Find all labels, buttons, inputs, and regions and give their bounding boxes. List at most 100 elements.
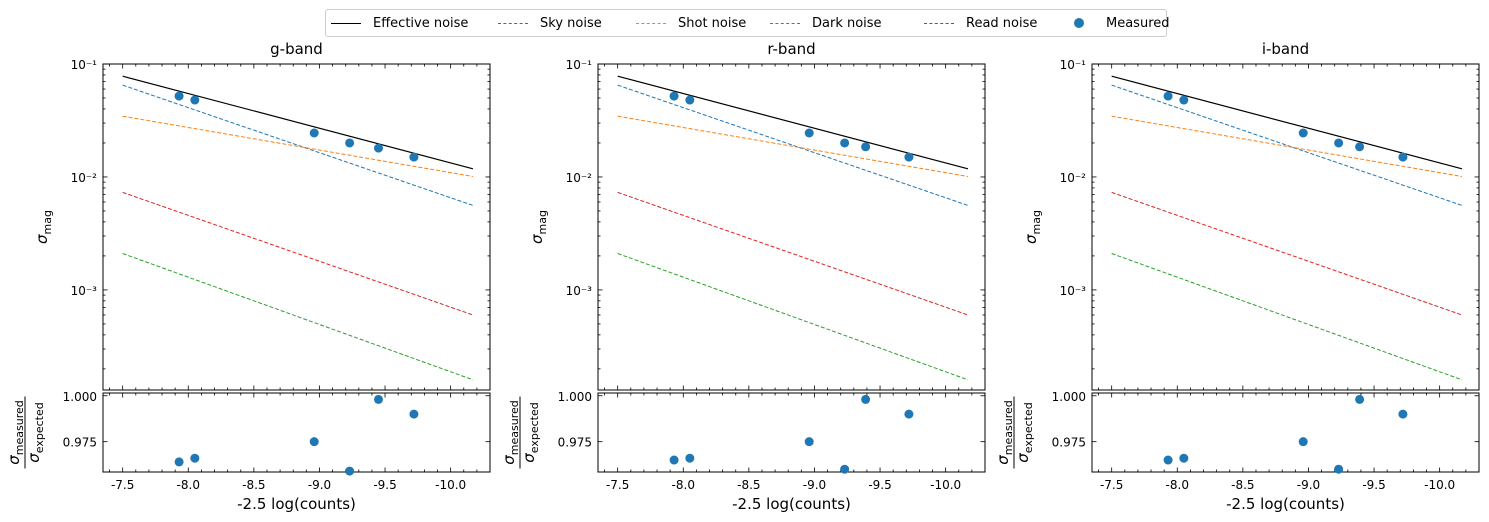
ratio-point xyxy=(1163,455,1173,465)
legend-item: Sky noise xyxy=(498,10,602,36)
x-tick-label: -8.0 xyxy=(177,478,200,492)
x-tick-label: -9.5 xyxy=(373,478,396,492)
legend-swatch xyxy=(331,18,361,28)
legend-swatch xyxy=(770,18,800,28)
legend-label: Dark noise xyxy=(812,15,882,31)
series-line xyxy=(122,75,474,170)
x-tick-label: -8.0 xyxy=(1166,478,1189,492)
ratio-point xyxy=(804,437,814,447)
legend-item: Shot noise xyxy=(636,10,746,36)
y-axis-label-symbol: σ xyxy=(33,234,51,244)
measured-point xyxy=(840,138,850,148)
y-tick-label: 10⁻¹ xyxy=(1060,58,1087,72)
legend-label: Sky noise xyxy=(540,15,602,31)
chart-title: i-band xyxy=(1262,40,1309,58)
legend-label: Shot noise xyxy=(678,15,747,31)
y-axis-label-symbol: σ xyxy=(528,234,546,244)
measured-point xyxy=(409,152,419,162)
x-tick-label: -7.5 xyxy=(606,478,629,492)
ratio-point xyxy=(190,453,200,463)
ratio-point xyxy=(345,466,355,476)
ratio-label-denominator: σexpected xyxy=(1014,402,1035,462)
x-axis-label: -2.5 log(counts) xyxy=(1226,495,1345,513)
x-tick-label: -8.5 xyxy=(737,478,760,492)
ratio-label-denominator: σexpected xyxy=(25,402,46,462)
series-line xyxy=(1111,253,1463,381)
legend-label: Effective noise xyxy=(373,15,469,31)
measured-point xyxy=(309,128,319,138)
ratio-point xyxy=(1398,409,1408,419)
ratio-point xyxy=(904,409,914,419)
ratio-point xyxy=(373,394,383,404)
x-tick-label: -7.5 xyxy=(111,478,134,492)
y-tick-label: 10⁻¹ xyxy=(71,58,98,72)
series-line xyxy=(617,191,969,316)
legend-item: Read noise xyxy=(924,10,1037,36)
ratio-point xyxy=(309,437,319,447)
ratio-label-numerator: σmeasured xyxy=(994,400,1015,464)
ratio-axes-frame xyxy=(597,392,986,473)
measured-point xyxy=(174,91,184,101)
y-axis-label: σmag xyxy=(528,210,549,244)
y-axis-label: σmag xyxy=(1022,210,1043,244)
chart-panel: r-band -7.5 -8.0 -8.5 -9.0 -9.5 -10.0 10⁻¹ 10⁻² 1… xyxy=(500,40,986,513)
main-axes-frame xyxy=(102,63,491,391)
ratio-label-numerator: σmeasured xyxy=(5,400,26,464)
measured-point xyxy=(1163,91,1173,101)
y-tick-label: 10⁻² xyxy=(71,171,98,185)
legend-item: Measured xyxy=(1064,10,1170,36)
measured-point xyxy=(373,143,383,153)
x-tick-label: -9.5 xyxy=(1362,478,1385,492)
measured-point xyxy=(190,95,200,105)
y-tick-label: 10⁻² xyxy=(1060,171,1087,185)
ratio-point xyxy=(1334,464,1344,474)
y-tick-label: 10⁻³ xyxy=(1060,284,1087,298)
x-axis-label: -2.5 log(counts) xyxy=(237,495,356,513)
x-tick-label: -9.5 xyxy=(868,478,891,492)
series-line xyxy=(617,115,969,177)
ratio-y-tick-label: 1.000 xyxy=(558,390,592,404)
series-line xyxy=(617,84,969,206)
legend-swatch xyxy=(924,18,954,28)
y-axis-label-subscript: mag xyxy=(1030,210,1043,234)
ratio-y-tick-label: 0.975 xyxy=(63,436,97,450)
measured-point xyxy=(861,142,871,152)
x-tick-label: -10.0 xyxy=(1424,478,1455,492)
chart-title: g-band xyxy=(270,40,323,58)
y-axis-label-subscript: mag xyxy=(536,210,549,234)
legend: Effective noise Sky noise Shot noise Dark n… xyxy=(325,9,1170,37)
x-tick-label: -7.5 xyxy=(1100,478,1123,492)
x-tick-label: -10.0 xyxy=(435,478,466,492)
measured-point xyxy=(1334,138,1344,148)
measured-point xyxy=(1355,142,1365,152)
ratio-y-tick-label: 0.975 xyxy=(558,436,592,450)
ratio-axes-frame xyxy=(1091,392,1480,473)
chart-title: r-band xyxy=(767,40,815,58)
x-tick-label: -8.0 xyxy=(672,478,695,492)
legend-swatch xyxy=(636,18,666,28)
measured-point xyxy=(669,91,679,101)
x-tick-label: -10.0 xyxy=(930,478,961,492)
ratio-point xyxy=(1179,453,1189,463)
ratio-label-denominator: σexpected xyxy=(520,402,541,462)
measured-point xyxy=(1298,128,1308,138)
legend-swatch xyxy=(498,18,528,28)
y-tick-label: 10⁻¹ xyxy=(566,58,593,72)
legend-item: Effective noise xyxy=(331,10,468,36)
series-line xyxy=(617,75,969,170)
ratio-point xyxy=(1355,394,1365,404)
legend-item: Dark noise xyxy=(770,10,882,36)
measured-point xyxy=(685,95,695,105)
ratio-y-tick-label: 1.000 xyxy=(63,390,97,404)
main-axes-frame xyxy=(1091,63,1480,391)
series-line xyxy=(617,253,969,381)
series-line xyxy=(122,115,474,177)
legend-label: Read noise xyxy=(966,15,1038,31)
y-axis-label-symbol: σ xyxy=(1022,234,1040,244)
series-line xyxy=(1111,75,1463,170)
y-axis-label: σmag xyxy=(33,210,54,244)
measured-point xyxy=(904,152,914,162)
y-tick-label: 10⁻³ xyxy=(71,284,98,298)
measured-point xyxy=(345,138,355,148)
